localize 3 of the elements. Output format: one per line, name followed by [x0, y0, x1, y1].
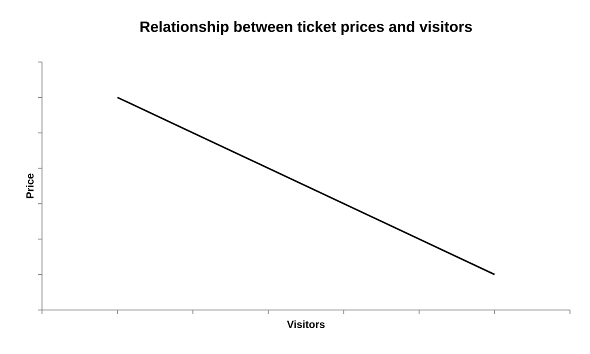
y-axis-title: Price [26, 174, 34, 198]
chart-title: Relationship between ticket prices and visitors [140, 21, 472, 35]
x-axis-title: Visitors [286, 320, 325, 328]
